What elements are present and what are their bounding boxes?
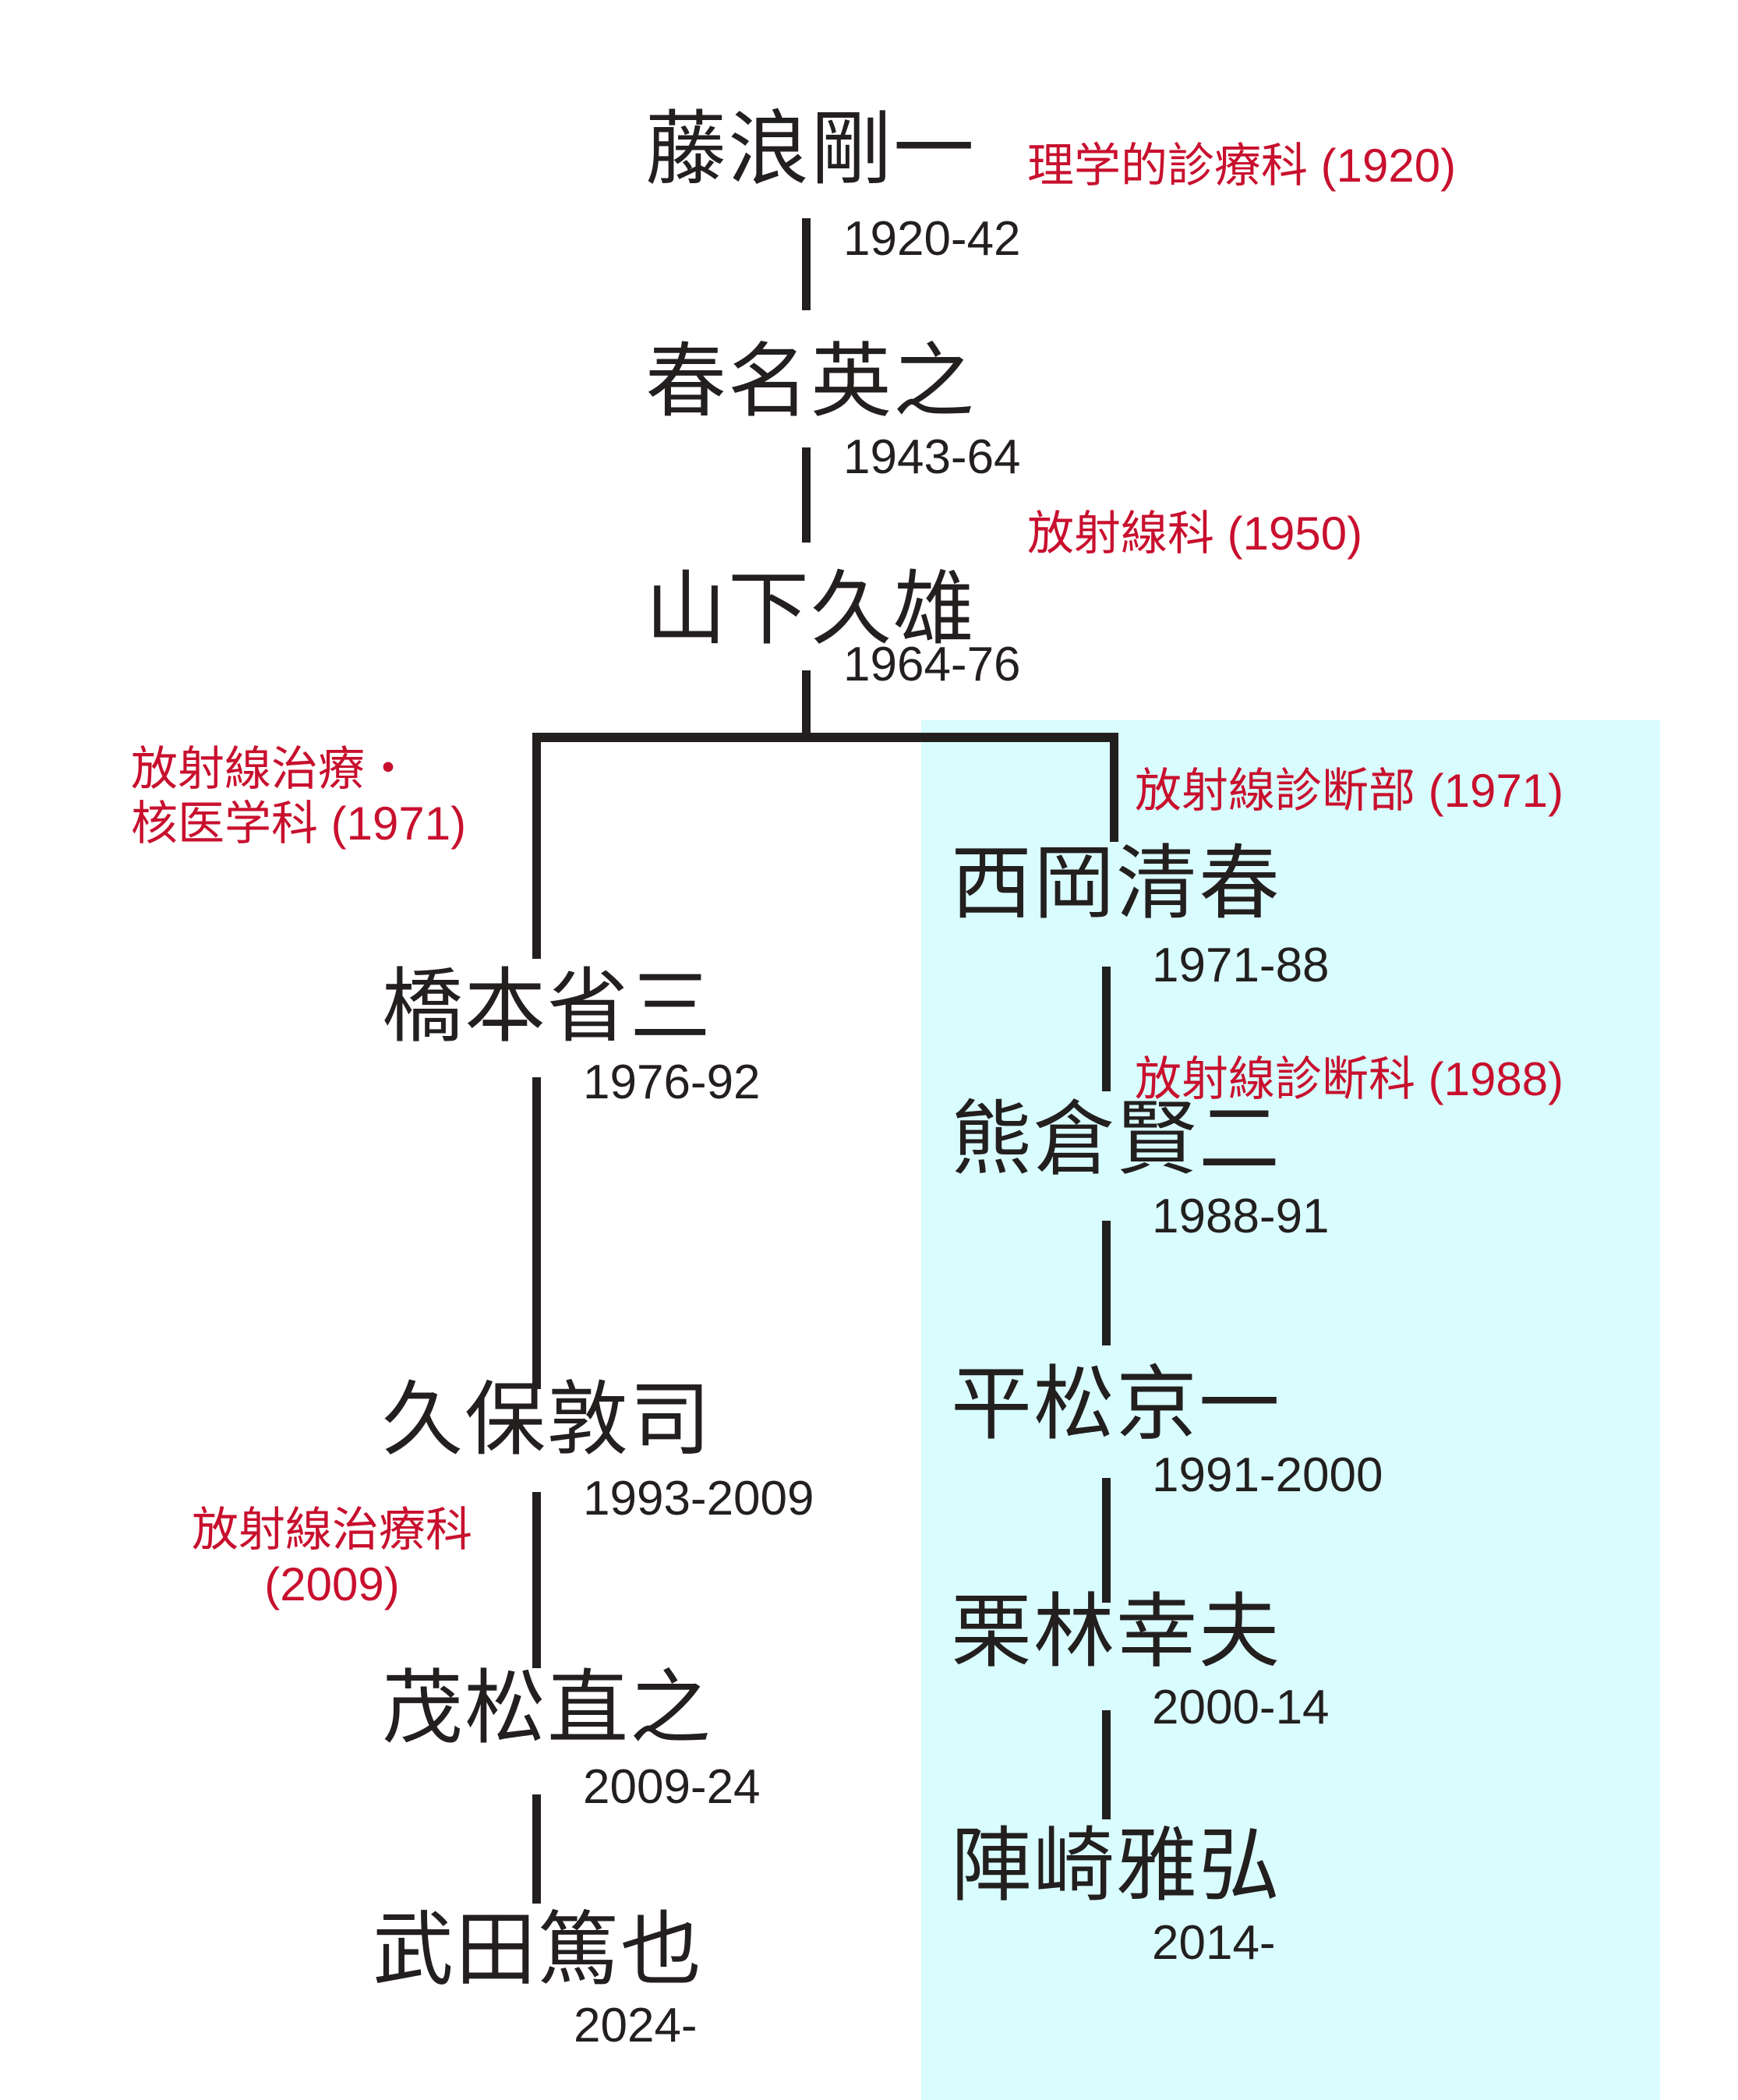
connector-split-to-nishioka	[1110, 733, 1118, 842]
department-label-therapy-1971-line2: 核医学科 (1971)	[131, 797, 467, 850]
person-name-jinzaki: 陣崎雅弘	[951, 1821, 1282, 1911]
department-label-diagnostic-1971: 放射線診断部 (1971)	[1135, 765, 1564, 817]
department-label-diagnostic-1988: 放射線診断科 (1988)	[1135, 1053, 1564, 1105]
person-name-fujinami: 藤浪剛一	[645, 104, 977, 195]
term-jinzaki: 2014-	[1152, 1916, 1276, 1970]
person-name-haruna: 春名英之	[645, 337, 977, 427]
term-kubo: 1993-2009	[583, 1472, 814, 1526]
connector-split-to-hashimoto	[532, 733, 541, 959]
person-name-hiramatsu: 平松京一	[951, 1359, 1282, 1450]
branch-split-bar	[532, 733, 1118, 742]
person-name-yamashita: 山下久雄	[645, 564, 977, 655]
person-name-hashimoto: 橋本省三	[382, 962, 713, 1052]
department-label-therapy-2009-line1: 放射線治療科	[192, 1504, 472, 1556]
term-kuribayashi: 2000-14	[1152, 1681, 1330, 1734]
department-label-therapy-1971-line1: 放射線治療・	[131, 743, 412, 795]
person-name-kumakura: 熊倉賢二	[951, 1094, 1282, 1185]
term-haruna: 1943-64	[843, 430, 1021, 484]
connector-nishioka-kumakura	[1102, 967, 1111, 1091]
term-shigematsu: 2009-24	[583, 1760, 761, 1814]
department-label-1950: 放射線科 (1950)	[1027, 507, 1363, 560]
connector-hiramatsu-kuribayashi	[1102, 1478, 1111, 1603]
department-label-therapy-2009: 放射線治療科 (2009)	[161, 1503, 503, 1611]
term-takeda: 2024-	[574, 1999, 698, 2052]
person-name-shigematsu: 茂松直之	[382, 1663, 713, 1754]
term-yamashita: 1964-76	[843, 638, 1021, 691]
connector-kuribayashi-jinzaki	[1102, 1710, 1111, 1819]
term-fujinami: 1920-42	[843, 212, 1021, 266]
connector-yamashita-split	[802, 670, 811, 742]
diagnostic-branch-highlight	[921, 720, 1660, 2100]
person-name-nishioka: 西岡清春	[951, 839, 1282, 929]
person-name-kubo: 久保敦司	[382, 1375, 713, 1465]
term-kumakura: 1988-91	[1152, 1190, 1330, 1243]
term-hiramatsu: 1991-2000	[1152, 1448, 1383, 1502]
connector-hashimoto-kubo	[532, 1077, 541, 1389]
person-name-kuribayashi: 栗林幸夫	[951, 1587, 1282, 1678]
term-hashimoto: 1976-92	[583, 1055, 761, 1109]
connector-kumakura-hiramatsu	[1102, 1221, 1111, 1345]
term-nishioka: 1971-88	[1152, 939, 1330, 992]
connector-shigematsu-takeda	[532, 1794, 541, 1904]
connector-fujinami-haruna	[802, 218, 811, 310]
department-label-therapy-2009-line2: (2009)	[264, 1557, 400, 1610]
connector-kubo-shigematsu	[532, 1492, 541, 1668]
department-label-therapy-1971: 放射線治療・ 核医学科 (1971)	[131, 742, 521, 850]
person-name-takeda: 武田篤也	[373, 1905, 704, 1996]
department-label-1920: 理学的診療科 (1920)	[1027, 140, 1457, 192]
connector-haruna-yamashita	[802, 447, 811, 543]
